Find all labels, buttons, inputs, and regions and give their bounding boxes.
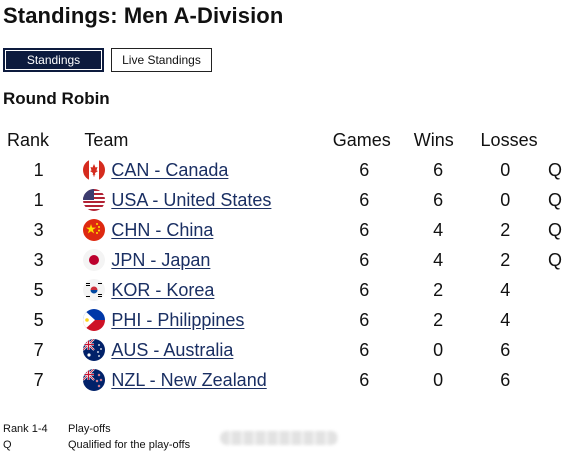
team-link[interactable]: USA - United States: [111, 189, 272, 210]
legend-value: Qualified for the play-offs: [68, 439, 191, 451]
legend-row: Q Qualified for the play-offs: [3, 437, 190, 453]
team-cell: AUS - Australia: [77, 335, 326, 365]
wins-cell: 4: [433, 249, 444, 270]
rank-cell: 5: [33, 309, 44, 330]
col-header-wins: Wins: [413, 129, 454, 150]
games-cell: 6: [359, 369, 370, 390]
rank-cell: 3: [33, 219, 44, 240]
blurred-watermark: [220, 431, 338, 445]
qualified-cell: Q: [547, 189, 562, 210]
games-cell: 6: [359, 159, 370, 180]
wins-cell: 2: [433, 279, 444, 300]
games-cell: 6: [359, 189, 370, 210]
wins-cell: 4: [433, 219, 444, 240]
rank-cell: 3: [33, 249, 44, 270]
team-link[interactable]: NZL - New Zealand: [111, 369, 267, 390]
team-cell: USA - United States: [77, 185, 326, 215]
table-row: 3 JPN - Japan 6 4 2 Q: [0, 245, 562, 275]
team-link[interactable]: AUS - Australia: [111, 339, 234, 360]
table-row: 7 AUS - Australia 6 0 6: [0, 335, 562, 365]
team-cell: NZL - New Zealand: [77, 365, 326, 395]
team-link[interactable]: CAN - Canada: [111, 159, 229, 180]
games-cell: 6: [359, 219, 370, 240]
table-row: 3 CHN - China 6 4 2 Q: [0, 215, 562, 245]
japan-flag-icon: [83, 249, 106, 271]
legend-row: Rank 1-4 Play-offs: [3, 421, 190, 437]
rank-cell: 1: [33, 159, 44, 180]
rank-cell: 1: [33, 189, 44, 210]
col-header-team: Team: [84, 129, 129, 150]
tab-standings[interactable]: Standings: [3, 48, 104, 72]
losses-cell: 2: [500, 219, 511, 240]
losses-cell: 0: [500, 189, 511, 210]
table-row: 1 CAN - Canada 6 6 0 Q: [0, 155, 562, 185]
qualified-cell: [548, 335, 562, 365]
wins-cell: 6: [433, 159, 444, 180]
qualified-cell: Q: [547, 249, 562, 270]
losses-cell: 6: [500, 369, 511, 390]
australia-flag-icon: [83, 339, 106, 361]
team-cell: KOR - Korea: [77, 275, 326, 305]
korea-flag-icon: [83, 279, 106, 301]
legend: Rank 1-4 Play-offs Q Qualified for the p…: [3, 421, 190, 453]
team-link[interactable]: KOR - Korea: [111, 279, 215, 300]
losses-cell: 0: [500, 159, 511, 180]
usa-flag-icon: [83, 189, 106, 211]
games-cell: 6: [359, 339, 370, 360]
team-link[interactable]: PHI - Philippines: [111, 309, 245, 330]
team-link[interactable]: JPN - Japan: [111, 249, 211, 270]
team-link[interactable]: CHN - China: [111, 219, 214, 240]
wins-cell: 0: [433, 369, 444, 390]
philippines-flag-icon: [83, 309, 106, 331]
losses-cell: 2: [500, 249, 511, 270]
legend-key: Q: [3, 439, 12, 451]
canada-flag-icon: [83, 159, 106, 181]
qualified-cell: [548, 305, 562, 335]
rank-cell: 7: [33, 369, 44, 390]
rank-cell: 7: [33, 339, 44, 360]
page-title: Standings: Men A-Division: [3, 3, 284, 28]
col-header-rank: Rank: [7, 129, 50, 150]
team-cell: CAN - Canada: [77, 155, 326, 185]
col-header-games: Games: [332, 129, 391, 150]
qualified-cell: Q: [547, 219, 562, 240]
games-cell: 6: [359, 279, 370, 300]
losses-cell: 4: [500, 279, 511, 300]
table-row: 5 PHI - Philippines 6 2 4: [0, 305, 562, 335]
legend-value: Play-offs: [68, 423, 111, 435]
qualified-cell: [548, 275, 562, 305]
table-row: 5 KOR - Korea 6 2 4: [0, 275, 562, 305]
team-cell: PHI - Philippines: [77, 305, 326, 335]
losses-cell: 4: [500, 309, 511, 330]
team-cell: CHN - China: [77, 215, 326, 245]
col-header-losses: Losses: [480, 129, 538, 150]
standings-table: Rank Team Games Wins Losses 1 CAN - Cana…: [0, 125, 562, 395]
table-row: 1 USA - United States 6 6 0 Q: [0, 185, 562, 215]
new-zealand-flag-icon: [83, 369, 106, 391]
china-flag-icon: [83, 219, 106, 241]
table-row: 7 NZL - New Zealand 6 0 6: [0, 365, 562, 395]
tab-live-standings[interactable]: Live Standings: [111, 48, 212, 72]
team-cell: JPN - Japan: [77, 245, 326, 275]
qualified-cell: Q: [547, 159, 562, 180]
col-header-qualified: [548, 125, 562, 155]
wins-cell: 2: [433, 309, 444, 330]
qualified-cell: [548, 365, 562, 395]
games-cell: 6: [359, 249, 370, 270]
wins-cell: 0: [433, 339, 444, 360]
section-title: Round Robin: [3, 89, 110, 108]
table-header-row: Rank Team Games Wins Losses: [0, 125, 562, 155]
games-cell: 6: [359, 309, 370, 330]
wins-cell: 6: [433, 189, 444, 210]
legend-key: Rank 1-4: [3, 423, 48, 435]
rank-cell: 5: [33, 279, 44, 300]
losses-cell: 6: [500, 339, 511, 360]
